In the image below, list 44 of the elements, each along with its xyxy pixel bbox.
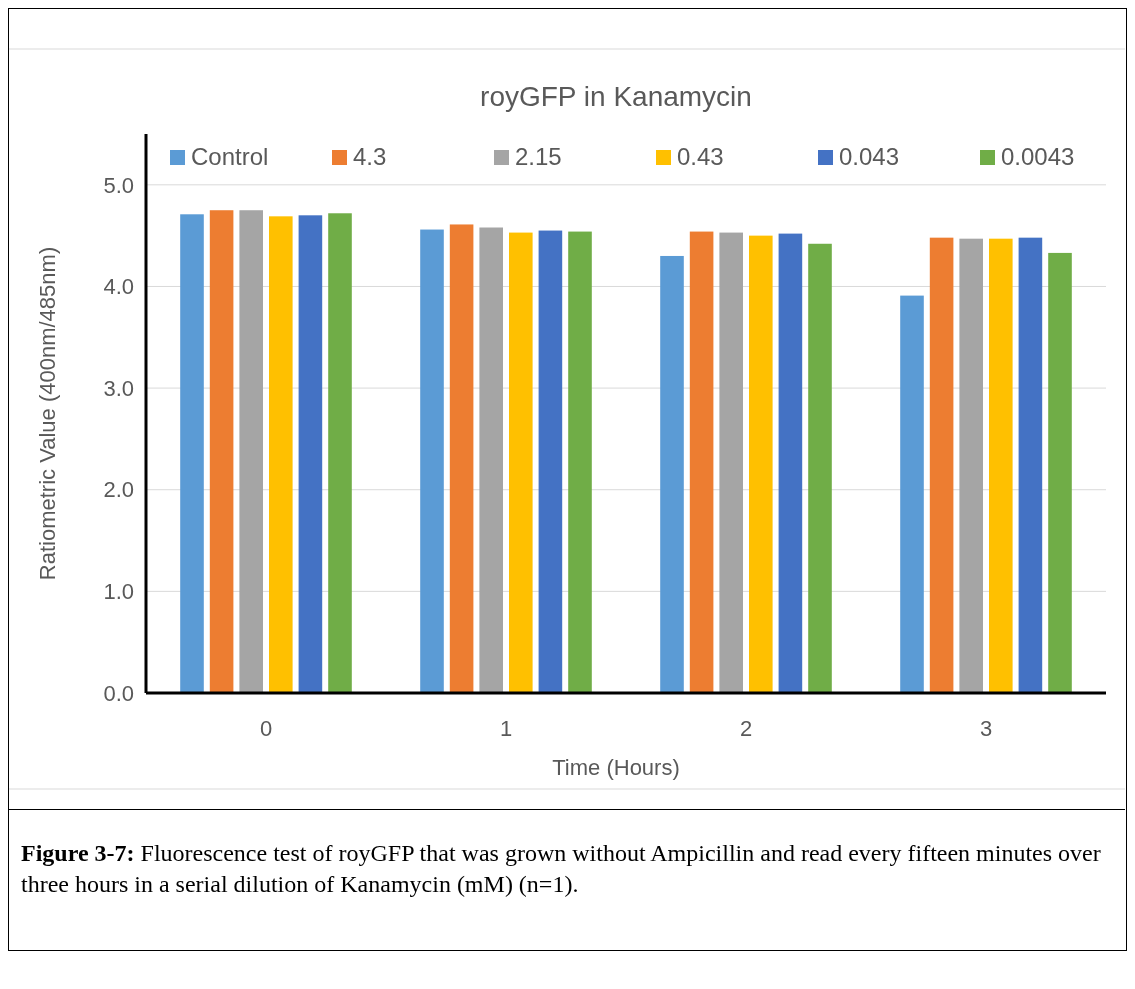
bar [1048,252,1072,693]
y-tick-label: 1.0 [103,579,134,605]
caption: Figure 3-7: Fluorescence test of royGFP that was grown without Ampicillin and read every fifteen minutes over three hours in a serial dilution of Kanamycin (mM) (n=1). [21,839,1102,900]
legend-label: 4.3 [353,143,387,171]
bar [538,230,563,693]
bar [1018,237,1043,693]
bar [989,238,1013,693]
bar [509,232,533,693]
bar [269,216,293,693]
y-tick-label: 0.0 [103,680,134,706]
legend-label: 0.0043 [1001,143,1075,171]
y-axis-title: Ratiometric Value (400nm/485nm) [35,246,60,581]
bar [420,229,444,693]
x-axis-title: Time (Hours) [552,755,680,780]
y-tick-label: 2.0 [103,477,134,503]
bar [479,227,503,693]
x-tick-label: 1 [499,716,513,741]
bar [328,213,352,693]
bar [449,224,474,693]
y-tick-label: 3.0 [103,375,134,401]
y-tick-label: 4.0 [103,274,134,300]
bar [808,243,832,693]
bar [298,215,323,693]
bar [180,214,204,693]
bar [568,231,592,693]
legend-label: 2.15 [515,143,562,171]
bar [689,231,714,693]
bar [900,295,924,693]
bar [929,237,954,693]
legend-label: Control [191,143,269,171]
bar [660,255,684,693]
x-tick-label: 2 [739,716,753,741]
bar [778,233,803,693]
x-tick-label: 3 [979,716,993,741]
bar [719,232,743,693]
bar [209,210,234,693]
y-tick-label: 5.0 [103,172,134,198]
bar [749,235,773,693]
bar [239,210,263,693]
chart-title: royGFP in Kanamycin [480,81,752,112]
bar [959,238,983,693]
legend-label: 0.043 [839,143,900,171]
legend-label: 0.43 [677,143,724,171]
x-tick-label: 0 [259,716,273,741]
